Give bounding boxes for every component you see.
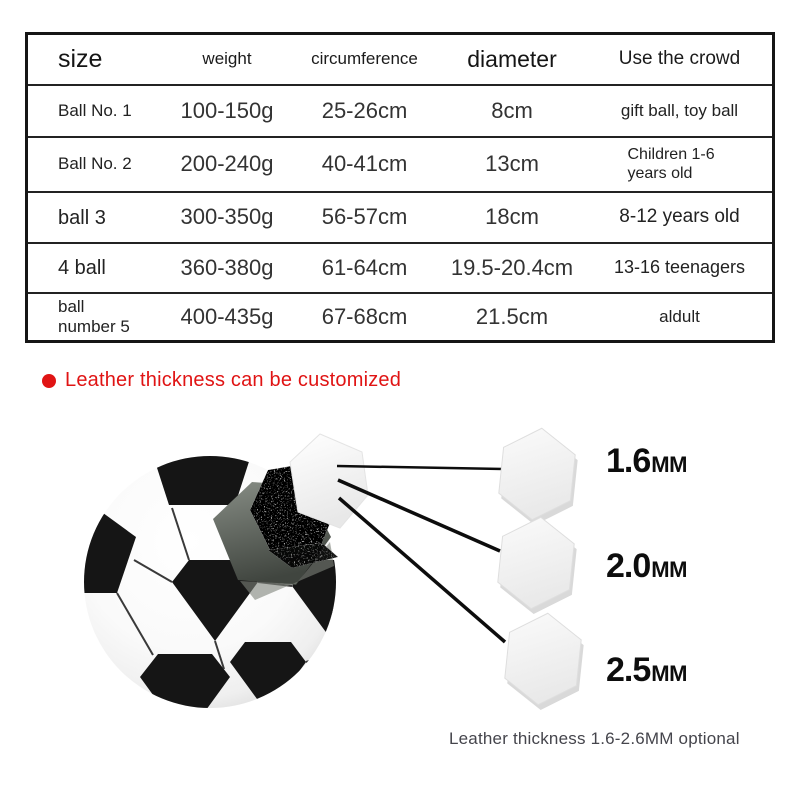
callout-line-2.0mm (337, 478, 501, 553)
cell-size: ball 3 (58, 206, 106, 229)
table-row: Ball No. 2 200-240g 40-41cm 13cm Childre… (28, 136, 772, 191)
cell-size: 4 ball (58, 257, 106, 279)
cell-circumference: 40-41cm (321, 151, 408, 177)
ball-pentagon (230, 642, 306, 708)
callout-line-1.6mm (336, 464, 504, 471)
cell-crowd-text: Children 1-6 years old (627, 146, 715, 182)
cell-circumference: 61-64cm (321, 254, 408, 280)
cell-diameter: 21.5cm (475, 303, 549, 329)
thickness-value: 1.6 (606, 442, 651, 480)
thickness-unit: MM (651, 452, 687, 477)
cell-diameter: 18cm (485, 204, 539, 230)
cell-weight: 360-380g (180, 254, 274, 280)
cell-crowd: gift ball, toy ball (620, 100, 739, 120)
red-dot-icon (42, 373, 56, 388)
cell-weight: 200-240g (180, 151, 274, 177)
ball-pentagon (140, 654, 230, 708)
cell-circumference: 67-68cm (321, 303, 408, 329)
customization-title-text: Leather thickness can be customized (65, 369, 402, 391)
header-size: size (58, 44, 103, 73)
cell-diameter: 13cm (485, 151, 539, 177)
table-row: Ball No. 1 100-150g 25-26cm 8cm gift bal… (28, 84, 772, 136)
hexagon-patch (497, 516, 575, 610)
leather-thickness-caption: Leather thickness 1.6-2.6MM optional (449, 729, 740, 748)
thickness-hexagon-1.6mm (498, 427, 578, 526)
thickness-unit: MM (651, 557, 687, 582)
hexagon-patch (504, 612, 582, 706)
table-header-row: size weight circumference diameter Use t… (28, 35, 772, 84)
hexagon-patch (498, 427, 576, 521)
table-row: ball 3 300-350g 56-57cm 18cm 8-12 years … (28, 191, 772, 242)
thickness-label-2.5mm: 2.5 MM (606, 651, 687, 690)
cell-size: Ball No. 2 (58, 154, 132, 174)
cell-size: Ball No. 1 (58, 100, 132, 120)
cell-weight: 100-150g (180, 97, 274, 123)
spec-table: size weight circumference diameter Use t… (25, 32, 775, 343)
cell-crowd: 8-12 years old (619, 206, 740, 228)
cell-weight: 300-350g (180, 204, 274, 230)
cell-diameter: 8cm (491, 97, 533, 123)
cell-crowd: Children 1-6 years old (587, 146, 772, 183)
foam-sponge-edge (268, 543, 338, 568)
thickness-label-1.6mm: 1.6 MM (606, 442, 687, 481)
inner-layer-reflection (240, 542, 334, 600)
ball-pentagon (172, 560, 258, 641)
header-diameter: diameter (467, 45, 557, 72)
header-circumference: circumference (311, 49, 418, 69)
cell-size-text: ball number 5 (58, 297, 130, 336)
thickness-hexagon-2.0mm (497, 516, 577, 615)
header-use-the-crowd: Use the crowd (618, 48, 741, 70)
table-row: ball number 5 400-435g 67-68cm 21.5cm al… (28, 292, 772, 340)
customization-title: Leather thickness can be customized (42, 369, 401, 392)
thickness-hexagon-2.5mm (504, 612, 584, 711)
callout-line-2.5mm (337, 496, 507, 644)
thickness-value: 2.0 (606, 547, 651, 585)
thickness-value: 2.5 (606, 651, 651, 689)
cell-crowd: 13-16 teenagers (613, 257, 746, 278)
cell-diameter: 19.5-20.4cm (450, 254, 574, 280)
thickness-unit: MM (651, 661, 687, 686)
table-row: 4 ball 360-380g 61-64cm 19.5-20.4cm 13-1… (28, 242, 772, 292)
header-weight: weight (202, 49, 252, 69)
cell-circumference: 25-26cm (321, 97, 408, 123)
thickness-label-2.0mm: 2.0 MM (606, 547, 687, 586)
soccer-ball (84, 433, 369, 708)
ball-pentagon (292, 560, 336, 654)
cell-circumference: 56-57cm (321, 204, 408, 230)
callout-lines (336, 464, 507, 644)
cell-weight: 400-435g (180, 303, 274, 329)
cell-size: ball number 5 (28, 297, 162, 336)
cell-crowd: aldult (659, 306, 700, 326)
ball-pentagon (149, 456, 255, 505)
